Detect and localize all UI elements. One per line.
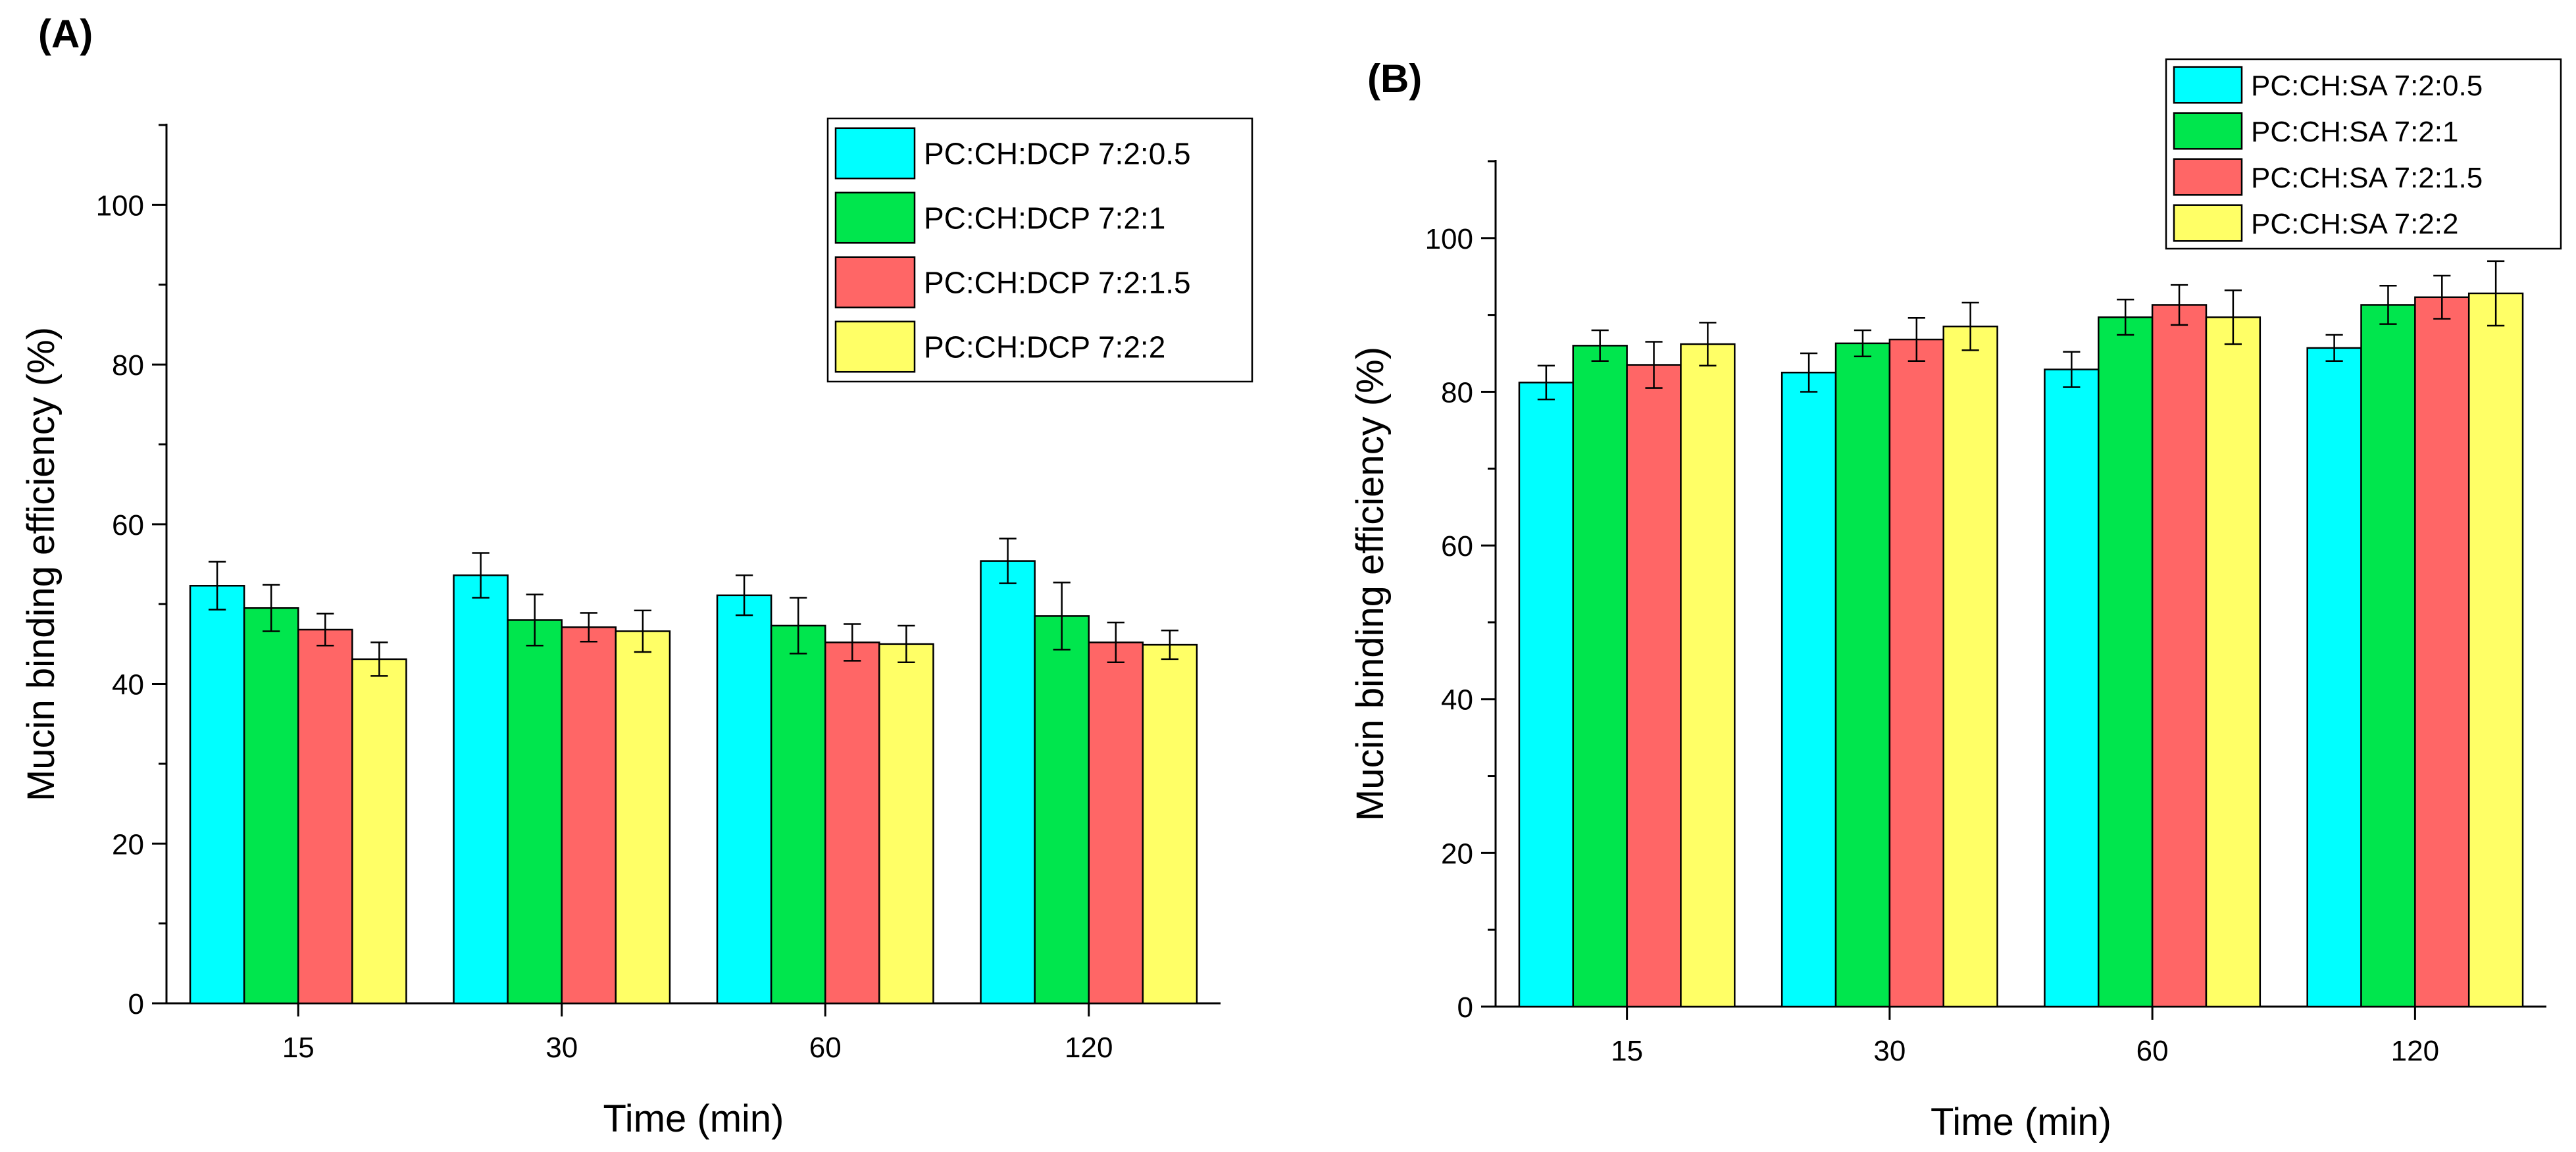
- bar: [2360, 304, 2416, 1008]
- y-tick-label: 80: [1441, 376, 1473, 409]
- bar: [980, 560, 1036, 1005]
- legend-label: PC:CH:SA 7:2:0.5: [2251, 70, 2483, 102]
- y-tick-label: 100: [1425, 223, 1473, 255]
- x-tick-label: 15: [1611, 1035, 1643, 1067]
- y-axis-label: Mucin binding efficiency (%): [1349, 347, 1392, 821]
- bar: [770, 624, 826, 1005]
- legend-label: PC:CH:SA 7:2:2: [2251, 208, 2458, 240]
- bar: [351, 658, 407, 1005]
- bar: [2151, 304, 2208, 1008]
- bar: [2098, 316, 2154, 1008]
- x-axis-label: Time (min): [1931, 1101, 2111, 1143]
- bar: [1680, 343, 1736, 1008]
- panel-label-a: (A): [38, 12, 93, 56]
- bar: [824, 641, 880, 1005]
- bar: [1034, 615, 1090, 1005]
- bar: [716, 594, 772, 1005]
- y-tick-label: 0: [1457, 991, 1473, 1024]
- bar: [615, 630, 671, 1005]
- x-tick-label: 120: [2391, 1035, 2439, 1067]
- x-tick-label: 30: [545, 1032, 578, 1064]
- chart-b: 0 20 40 60 80 100 15 30 60 120 Time (min) Mucin bin…: [1349, 58, 2562, 1143]
- bar: [297, 628, 353, 1005]
- bar: [2205, 316, 2261, 1008]
- legend-label: PC:CH:SA 7:2:1: [2251, 116, 2458, 148]
- legend-label: PC:CH:SA 7:2:1.5: [2251, 162, 2483, 194]
- legend-swatch: [2173, 158, 2243, 196]
- y-tick-label: 40: [112, 669, 144, 701]
- legend-label: PC:CH:DCP 7:2:1.5: [924, 266, 1191, 300]
- legend-swatch: [834, 191, 916, 244]
- panel-label-b: (B): [1367, 57, 1422, 101]
- x-tick-label: 60: [809, 1032, 842, 1064]
- legend-swatch: [2173, 204, 2243, 242]
- bar: [1942, 325, 1998, 1008]
- bar: [1142, 643, 1198, 1005]
- legend-swatch: [2173, 112, 2243, 150]
- y-tick-label: 60: [1441, 530, 1473, 563]
- bar: [2306, 347, 2362, 1008]
- y-tick-label: 20: [1441, 838, 1473, 870]
- bar: [1780, 372, 1837, 1008]
- bar: [507, 619, 563, 1005]
- x-tick-label: 15: [282, 1032, 315, 1064]
- x-tick-label: 30: [1873, 1035, 1906, 1067]
- bar: [243, 607, 299, 1005]
- bar: [1888, 338, 1944, 1008]
- bar: [2044, 368, 2100, 1008]
- bar: [561, 626, 617, 1005]
- bar: [1834, 342, 1891, 1008]
- x-axis-label: Time (min): [603, 1097, 784, 1140]
- bar: [453, 574, 509, 1005]
- legend-swatch: [834, 127, 916, 180]
- y-tick-label: 100: [96, 189, 144, 222]
- bar: [1518, 382, 1575, 1008]
- y-tick-label: 40: [1441, 684, 1473, 716]
- bar: [2414, 296, 2470, 1008]
- legend-label: PC:CH:DCP 7:2:1: [924, 201, 1165, 236]
- bar: [1626, 364, 1682, 1008]
- x-tick-label: 120: [1065, 1032, 1113, 1064]
- y-tick-label: 60: [112, 509, 144, 541]
- legend-swatch: [834, 320, 916, 373]
- bar: [2467, 292, 2524, 1008]
- y-axis-label: Mucin binding efficiency (%): [20, 327, 63, 801]
- x-tick-label: 60: [2136, 1035, 2169, 1067]
- legend-swatch: [834, 256, 916, 309]
- bar: [878, 643, 934, 1005]
- y-tick-label: 0: [128, 988, 144, 1020]
- bar: [1088, 641, 1144, 1005]
- legend-label: PC:CH:DCP 7:2:0.5: [924, 137, 1191, 171]
- legend-swatch: [2173, 66, 2243, 104]
- bar: [1572, 345, 1628, 1008]
- y-tick-label: 80: [112, 349, 144, 382]
- bar: [189, 585, 245, 1005]
- legend-label: PC:CH:DCP 7:2:2: [924, 330, 1165, 364]
- chart-a: 0 20 40 60 80 100 15 30 60 120 Time (min) Mucin bin…: [20, 117, 1253, 1140]
- y-tick-label: 20: [112, 828, 144, 861]
